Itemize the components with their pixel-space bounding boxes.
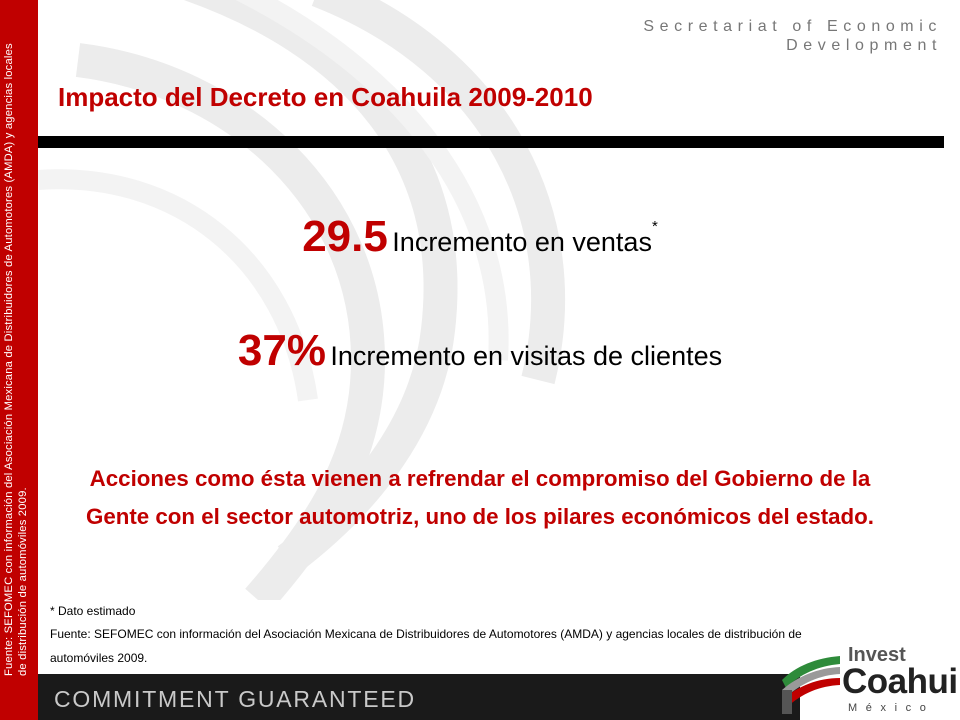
logo-country-text: México [848, 702, 935, 714]
title-divider [38, 136, 944, 148]
page-title: Impacto del Decreto en Coahuila 2009-201… [58, 82, 593, 112]
source-note: Fuente: SEFOMEC con información del Asoc… [50, 627, 802, 665]
invest-coahuila-logo: Invest Coahuila México [776, 640, 960, 720]
logo-invest-text: Invest [848, 644, 906, 666]
closing-statement: Acciones como ésta vienen a refrendar el… [85, 466, 874, 529]
footer-band [38, 674, 800, 720]
footnote: * Dato estimado [50, 604, 136, 618]
stat-sales-marker: * [651, 218, 658, 235]
footer-tagline: COMMITMENT GUARANTEED [54, 686, 416, 712]
logo-coahuila-text: Coahuila [842, 662, 960, 701]
stat-sales: 29.5 Incremento en ventas* [0, 212, 960, 262]
stat-visits: 37% Incremento en visitas de clientes [0, 326, 960, 376]
stat-visits-value: 37% [237, 326, 326, 375]
logo-swoosh-icon [782, 656, 840, 714]
stat-sales-label: Incremento en ventas [392, 227, 652, 257]
stat-sales-value: 29.5 [302, 212, 388, 261]
secretariat-line-2: Development [786, 37, 942, 54]
stat-visits-label: Incremento en visitas de clientes [330, 341, 723, 371]
secretariat-header: Secretariat of Economic Development [643, 17, 942, 55]
secretariat-line-1: Secretariat of Economic [643, 18, 942, 35]
background-swirl-graphic [38, 0, 566, 600]
left-red-strip: Fuente: SEFOMEC con información del Asoc… [0, 0, 38, 720]
